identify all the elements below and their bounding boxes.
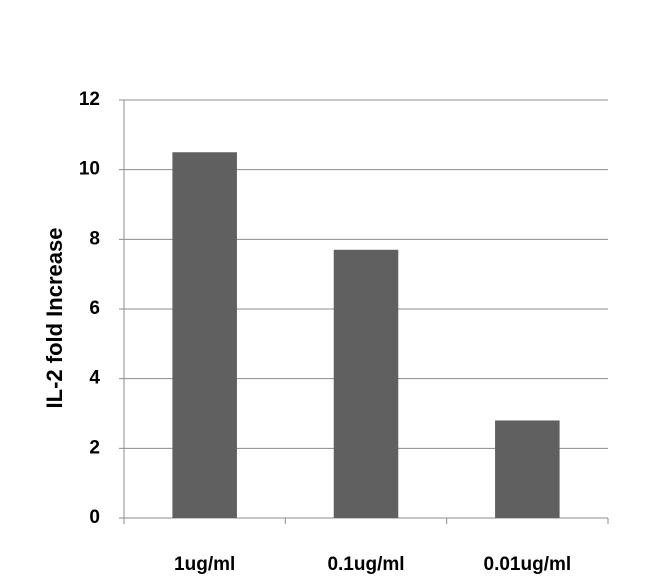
y-axis-title: IL-2 fold Increase bbox=[42, 228, 67, 409]
x-tick-label: 0.1ug/ml bbox=[327, 554, 404, 575]
y-tick-label: 12 bbox=[79, 89, 100, 110]
y-tick-label: 0 bbox=[89, 507, 100, 528]
y-tick-label: 2 bbox=[89, 437, 100, 458]
bar bbox=[172, 152, 237, 518]
x-tick-label: 1ug/ml bbox=[174, 554, 235, 575]
bar bbox=[333, 249, 399, 519]
y-tick-label: 6 bbox=[89, 298, 100, 319]
y-tick-label: 8 bbox=[89, 228, 100, 249]
x-tick-label: 0.01ug/ml bbox=[484, 554, 572, 575]
bar bbox=[495, 420, 560, 518]
y-tick-label: 10 bbox=[79, 159, 100, 180]
y-tick-label: 4 bbox=[89, 368, 100, 389]
